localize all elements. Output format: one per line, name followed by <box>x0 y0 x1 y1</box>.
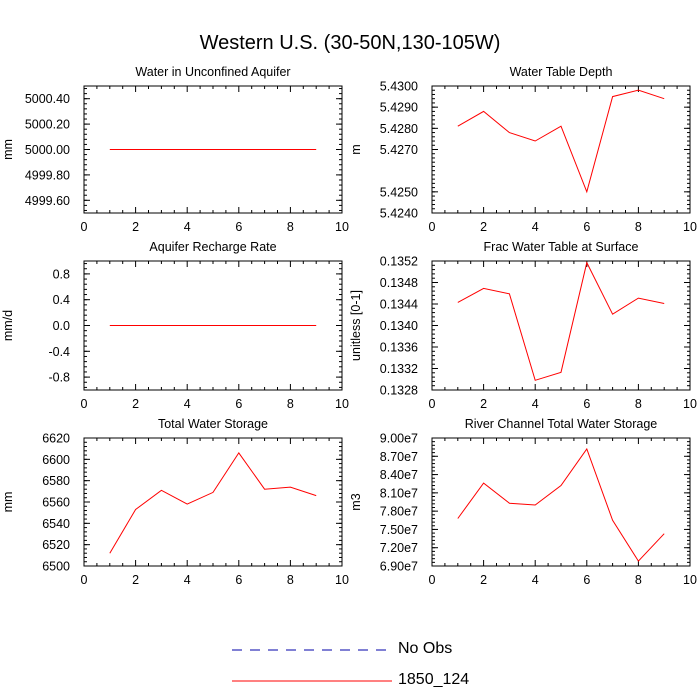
panel-5-ytick-label: 6600 <box>42 453 70 467</box>
panel-5-ytick-label: 6540 <box>42 517 70 531</box>
panel-6-ytick-label: 8.70e7 <box>380 450 418 464</box>
panel-1-xtick-label: 10 <box>335 220 349 234</box>
panel-6-title: River Channel Total Water Storage <box>465 417 658 431</box>
panel-2-xtick-label: 4 <box>532 220 539 234</box>
panel-4-ytick-label: 0.1328 <box>380 384 418 398</box>
panel-5-frame <box>83 437 343 567</box>
panel-3-title: Aquifer Recharge Rate <box>149 240 276 254</box>
panel-2-xtick-label: 10 <box>683 220 697 234</box>
panel-2-ytick-label: 5.4250 <box>380 185 418 199</box>
panel-5-ylabel: mm <box>1 492 15 513</box>
panel-3-ytick-label: -0.8 <box>48 371 70 385</box>
panel-1-ytick-label: 4999.80 <box>25 168 70 182</box>
panel-5-title: Total Water Storage <box>158 417 268 431</box>
panel-6-xtick-label: 6 <box>583 573 590 587</box>
panel-2-title: Water Table Depth <box>510 65 613 79</box>
panel-4-ytick-label: 0.1344 <box>380 298 418 312</box>
panel-3-xtick-label: 10 <box>335 397 349 411</box>
panel-2-xtick-label: 8 <box>635 220 642 234</box>
panel-6-xtick-label: 10 <box>683 573 697 587</box>
panel-5-ytick-label: 6520 <box>42 538 70 552</box>
panel-6-ytick-label: 9.00e7 <box>380 432 418 446</box>
panel-6-ytick-label: 8.40e7 <box>380 468 418 482</box>
panel-4-series-line <box>457 261 665 381</box>
panel-1-xtick-label: 2 <box>132 220 139 234</box>
panel-2-frame <box>431 85 691 214</box>
panel-5-xtick-label: 4 <box>184 573 191 587</box>
panel-2-ylabel: m <box>349 144 363 154</box>
panel-3-xtick-label: 4 <box>184 397 191 411</box>
panel-6-ytick-label: 7.20e7 <box>380 541 418 555</box>
panel-4-xtick-label: 6 <box>583 397 590 411</box>
panel-4-ytick-label: 0.1348 <box>380 276 418 290</box>
panel-2-ytick-label: 5.4290 <box>380 101 418 115</box>
page-title: Western U.S. (30-50N,130-105W) <box>199 32 501 54</box>
panel-1-xtick-label: 8 <box>287 220 294 234</box>
panel-5-xtick-label: 0 <box>81 573 88 587</box>
panel-1-xtick-label: 4 <box>184 220 191 234</box>
panel-5-xtick-label: 6 <box>235 573 242 587</box>
panel-4-ytick-label: 0.1336 <box>380 341 418 355</box>
panel-2-xtick-label: 6 <box>583 220 590 234</box>
panel-1-ytick-label: 4999.60 <box>25 194 70 208</box>
panel-1-xtick-label: 0 <box>81 220 88 234</box>
panel-2-ytick-label: 5.4240 <box>380 207 418 221</box>
panel-3-ytick-label: 0.0 <box>53 319 70 333</box>
panel-3-xtick-label: 2 <box>132 397 139 411</box>
panel-6-xtick-label: 2 <box>480 573 487 587</box>
panel-5-ytick-label: 6560 <box>42 496 70 510</box>
panel-3-xtick-label: 8 <box>287 397 294 411</box>
panel-4-xtick-label: 8 <box>635 397 642 411</box>
panel-5-xtick-label: 8 <box>287 573 294 587</box>
panel-6-ytick-label: 6.90e7 <box>380 560 418 574</box>
panel-1-ytick-label: 5000.00 <box>25 143 70 157</box>
panel-1-title: Water in Unconfined Aquifer <box>135 65 290 79</box>
panel-4-ytick-label: 0.1332 <box>380 362 418 376</box>
panel-3-xtick-label: 6 <box>235 397 242 411</box>
panel-6-xtick-label: 4 <box>532 573 539 587</box>
panel-4-ytick-label: 0.1340 <box>380 319 418 333</box>
panel-5-xtick-label: 2 <box>132 573 139 587</box>
panel-5-ytick-label: 6580 <box>42 474 70 488</box>
panel-6-ytick-label: 7.80e7 <box>380 505 418 519</box>
panel-6-ytick-label: 7.50e7 <box>380 523 418 537</box>
panel-6-xtick-label: 8 <box>635 573 642 587</box>
panel-2-xtick-label: 0 <box>429 220 436 234</box>
panel-4-xtick-label: 10 <box>683 397 697 411</box>
panel-2-ytick-label: 5.4280 <box>380 122 418 136</box>
panel-4-ytick-label: 0.1352 <box>380 255 418 269</box>
panel-2-ytick-label: 5.4300 <box>380 80 418 94</box>
panel-5-xtick-label: 10 <box>335 573 349 587</box>
panel-3-ytick-label: 0.8 <box>53 267 70 281</box>
panel-3-ytick-label: 0.4 <box>53 293 70 307</box>
panel-1-xtick-label: 6 <box>235 220 242 234</box>
panel-6-ylabel: m3 <box>349 493 363 510</box>
panel-3-ylabel: mm/d <box>1 310 15 341</box>
panel-2-xtick-label: 2 <box>480 220 487 234</box>
panel-2-series-line <box>457 89 665 194</box>
panel-1-ytick-label: 5000.20 <box>25 118 70 132</box>
panel-2-ytick-label: 5.4270 <box>380 143 418 157</box>
panel-4-xtick-label: 0 <box>429 397 436 411</box>
panel-5-ytick-label: 6500 <box>42 560 70 574</box>
panel-6-xtick-label: 0 <box>429 573 436 587</box>
panel-4-xtick-label: 2 <box>480 397 487 411</box>
panel-5-series-line <box>109 452 317 554</box>
panel-1-ytick-label: 5000.40 <box>25 92 70 106</box>
panel-4-title: Frac Water Table at Surface <box>484 240 639 254</box>
panel-4-xtick-label: 4 <box>532 397 539 411</box>
panel-6-ytick-label: 8.10e7 <box>380 486 418 500</box>
panel-5-ytick-label: 6620 <box>42 432 70 446</box>
panel-1-ylabel: mm <box>1 139 15 160</box>
panel-6-series-line <box>457 447 665 562</box>
panel-3-ytick-label: -0.4 <box>48 345 70 359</box>
panel-3-xtick-label: 0 <box>81 397 88 411</box>
panel-4-ylabel: unitless [0-1] <box>349 290 363 361</box>
